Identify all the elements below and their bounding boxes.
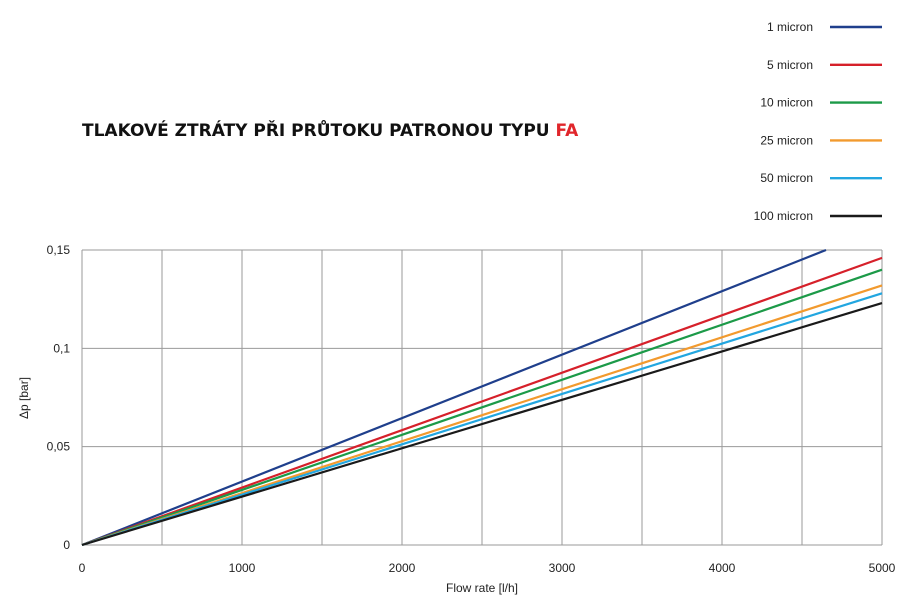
y-tick-label: 0,15 <box>47 243 71 257</box>
series-line <box>81 248 827 547</box>
x-tick-label: 2000 <box>389 561 416 575</box>
series-line <box>81 292 883 547</box>
series-line <box>81 256 883 547</box>
legend-label: 50 micron <box>760 171 813 185</box>
series-line <box>81 302 883 547</box>
y-tick-label: 0 <box>63 538 70 552</box>
y-tick-label: 0,1 <box>53 341 70 355</box>
legend-label: 25 micron <box>760 133 813 147</box>
x-tick-label: 5000 <box>869 561 896 575</box>
x-axis-label: Flow rate [l/h] <box>446 581 518 595</box>
chart-title: TLAKOVÉ ZTRÁTY PŘI PRŮTOKU PATRONOU TYPU… <box>82 118 579 141</box>
legend-label: 5 micron <box>767 58 813 72</box>
axis-ticks: 0 1000 2000 3000 4000 5000 0 0,05 0,1 0,15 <box>47 243 896 575</box>
series-line <box>81 284 883 547</box>
x-tick-label: 0 <box>79 561 86 575</box>
plot-area <box>81 248 883 547</box>
legend-label: 10 micron <box>760 96 813 110</box>
x-tick-label: 3000 <box>549 561 576 575</box>
series-line <box>81 268 883 547</box>
x-tick-label: 1000 <box>229 561 256 575</box>
legend: 1 micron 5 micron 10 micron 25 micron 50 mic… <box>754 20 882 223</box>
x-tick-label: 4000 <box>709 561 736 575</box>
legend-label: 1 micron <box>767 20 813 34</box>
legend-label: 100 micron <box>754 209 813 223</box>
chart-title-main: TLAKOVÉ ZTRÁTY PŘI PRŮTOKU PATRONOU TYPU <box>82 118 556 141</box>
chart-title-accent: FA <box>556 121 580 141</box>
grid <box>81 249 883 546</box>
y-tick-label: 0,05 <box>47 440 71 454</box>
y-axis-label: Δp [bar] <box>17 377 31 419</box>
